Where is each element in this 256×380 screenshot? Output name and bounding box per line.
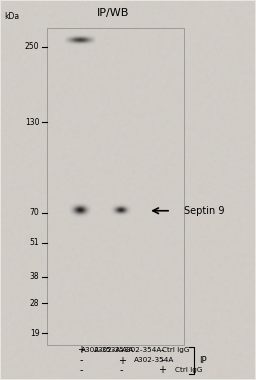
- Text: +: +: [118, 356, 126, 366]
- Text: -: -: [120, 345, 123, 355]
- Text: IP/WB: IP/WB: [97, 8, 129, 18]
- Text: Ctrl IgG: Ctrl IgG: [175, 367, 202, 373]
- Text: -: -: [79, 356, 83, 366]
- Text: +: +: [77, 345, 85, 355]
- Text: 28: 28: [30, 299, 39, 308]
- Text: 250: 250: [25, 42, 39, 51]
- Text: A302-354A: A302-354A: [122, 347, 162, 353]
- Bar: [47, 28, 184, 345]
- Text: A302-353A: A302-353A: [81, 347, 122, 353]
- Text: A302-353A: A302-353A: [94, 347, 134, 353]
- Text: kDa: kDa: [4, 12, 19, 21]
- Text: -: -: [79, 365, 83, 375]
- Text: 38: 38: [30, 272, 39, 281]
- Text: A302-354A: A302-354A: [134, 357, 175, 363]
- Text: IP: IP: [199, 356, 207, 365]
- Text: +: +: [158, 365, 166, 375]
- Text: 70: 70: [30, 208, 39, 217]
- Text: -: -: [120, 365, 123, 375]
- Text: Ctrl IgG: Ctrl IgG: [162, 347, 190, 353]
- Text: 130: 130: [25, 117, 39, 127]
- Text: 19: 19: [30, 329, 39, 338]
- Text: Septin 9: Septin 9: [184, 206, 224, 216]
- Bar: [47, 28, 184, 345]
- Text: -: -: [161, 356, 164, 366]
- Text: -: -: [161, 345, 164, 355]
- Text: 51: 51: [30, 238, 39, 247]
